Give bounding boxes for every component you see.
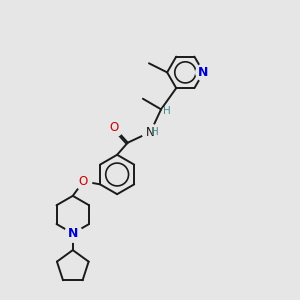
Text: N: N: [146, 126, 154, 139]
Text: O: O: [79, 175, 88, 188]
Text: H: H: [163, 106, 170, 116]
Text: N: N: [198, 66, 209, 79]
Text: N: N: [68, 227, 78, 240]
Text: H: H: [151, 127, 158, 137]
Text: O: O: [110, 121, 119, 134]
